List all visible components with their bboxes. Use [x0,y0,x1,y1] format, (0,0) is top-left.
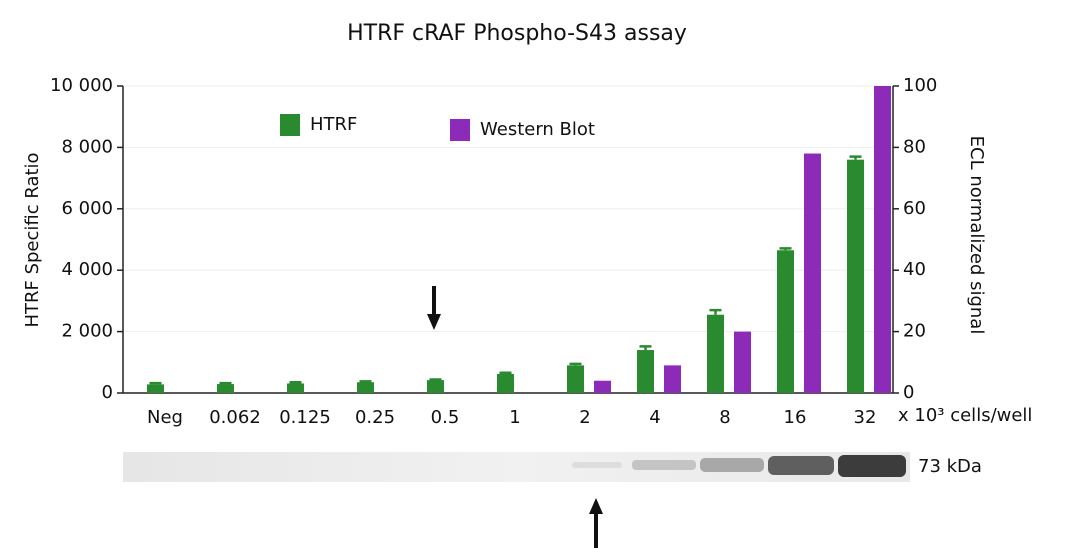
error-bar [359,380,372,383]
bar [567,365,584,393]
bar [287,383,304,393]
bar [847,159,864,393]
error-bar [709,308,722,315]
y-tick-label: 6 000 [61,198,113,219]
error-bar [289,381,302,384]
bar [357,382,374,393]
y-tick-label: 4 000 [61,259,113,280]
x-tick-label: 0.25 [355,407,395,428]
error-bar [499,371,512,374]
y-tick-label: 10 000 [50,75,113,96]
bar [637,350,654,393]
x-tick-label: 8 [719,407,730,428]
y2-axis-label: ECL normalized signal [966,136,987,335]
bar [777,250,794,393]
legend-label: HTRF [310,114,357,135]
bar [217,384,234,393]
y-tick-label: 2 000 [61,321,113,342]
y2-tick-label: 60 [903,198,926,219]
y2-tick-label: 20 [903,321,926,342]
x-axis-label: x 10³ cells/well [898,405,1032,426]
bar [664,365,681,393]
y-tick-label: 0 [102,382,113,403]
x-tick-label: 32 [854,407,877,428]
error-bar [569,362,582,366]
arrow [427,286,441,330]
bar [804,153,821,393]
error-bar [429,378,442,381]
arrow [589,498,603,548]
y-tick-label: 8 000 [61,136,113,157]
error-bar [149,381,162,385]
error-bar [219,381,232,385]
blot [123,452,910,482]
blot-label: 73 kDa [918,456,982,477]
legend-label: Western Blot [480,119,595,140]
x-tick-label: Neg [147,407,183,428]
y2-tick-label: 40 [903,259,926,280]
y-axis-label: HTRF Specific Ratio [22,152,43,327]
x-tick-label: 0.125 [279,407,331,428]
error-bar [849,155,862,160]
error-bar [639,345,652,351]
bar [497,373,514,393]
bar [427,380,444,393]
legend-swatch [450,119,470,141]
x-tick-label: 4 [649,407,660,428]
bar [594,380,611,393]
x-tick-label: 0.5 [431,407,460,428]
bar [734,331,751,393]
legend-swatch [280,114,300,136]
bar [874,86,891,393]
x-tick-label: 2 [579,407,590,428]
bar [707,314,724,393]
y2-tick-label: 0 [903,382,914,403]
error-bar [779,247,792,251]
bar [147,384,164,393]
x-tick-label: 1 [509,407,520,428]
x-tick-label: 16 [784,407,807,428]
x-tick-label: 0.062 [209,407,261,428]
chart-title: HTRF cRAF Phospho-S43 assay [347,21,687,46]
y2-tick-label: 100 [903,75,937,96]
y2-tick-label: 80 [903,136,926,157]
